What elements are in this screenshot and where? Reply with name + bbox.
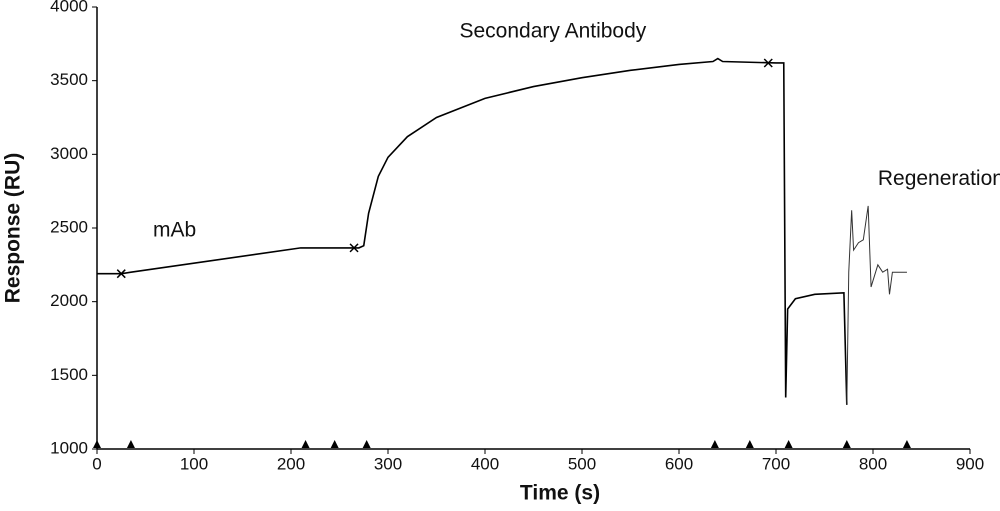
- y-axis-title: Response (RU): [2, 153, 25, 304]
- x-tick-label: 300: [374, 454, 402, 473]
- y-tick-label: 2500: [50, 217, 88, 236]
- x-tick-label: 600: [665, 454, 693, 473]
- event-marker: [842, 440, 851, 448]
- event-marker: [126, 440, 135, 448]
- event-marker: [902, 440, 911, 448]
- x-tick-label: 0: [92, 454, 101, 473]
- event-marker: [330, 440, 339, 448]
- event-marker: [745, 440, 754, 448]
- x-tick-label: 500: [568, 454, 596, 473]
- x-tick-label: 400: [471, 454, 499, 473]
- cross-marker: [116, 269, 126, 279]
- event-marker: [93, 440, 101, 448]
- x-tick-label: 800: [859, 454, 887, 473]
- y-tick-label: 1000: [50, 438, 88, 457]
- event-marker: [710, 440, 719, 448]
- y-tick-label: 2000: [50, 291, 88, 310]
- annotation: Regeneration: [878, 167, 1000, 190]
- x-tick-label: 200: [277, 454, 305, 473]
- y-tick-label: 3500: [50, 70, 88, 89]
- data-line: [846, 205, 907, 405]
- event-marker: [784, 440, 793, 448]
- event-marker: [362, 440, 371, 448]
- y-tick-label: 1500: [50, 365, 88, 384]
- x-tick-label: 100: [180, 454, 208, 473]
- cross-marker: [349, 243, 359, 253]
- x-tick-label: 900: [956, 454, 984, 473]
- x-tick-label: 700: [762, 454, 790, 473]
- x-axis-title: Time (s): [520, 482, 600, 505]
- event-marker: [301, 440, 310, 448]
- data-line: [97, 57, 848, 405]
- cross-marker: [763, 58, 773, 68]
- annotation: Secondary Antibody: [460, 20, 647, 43]
- y-tick-label: 4000: [50, 0, 88, 15]
- y-tick-label: 3000: [50, 144, 88, 163]
- annotation: mAb: [153, 218, 196, 241]
